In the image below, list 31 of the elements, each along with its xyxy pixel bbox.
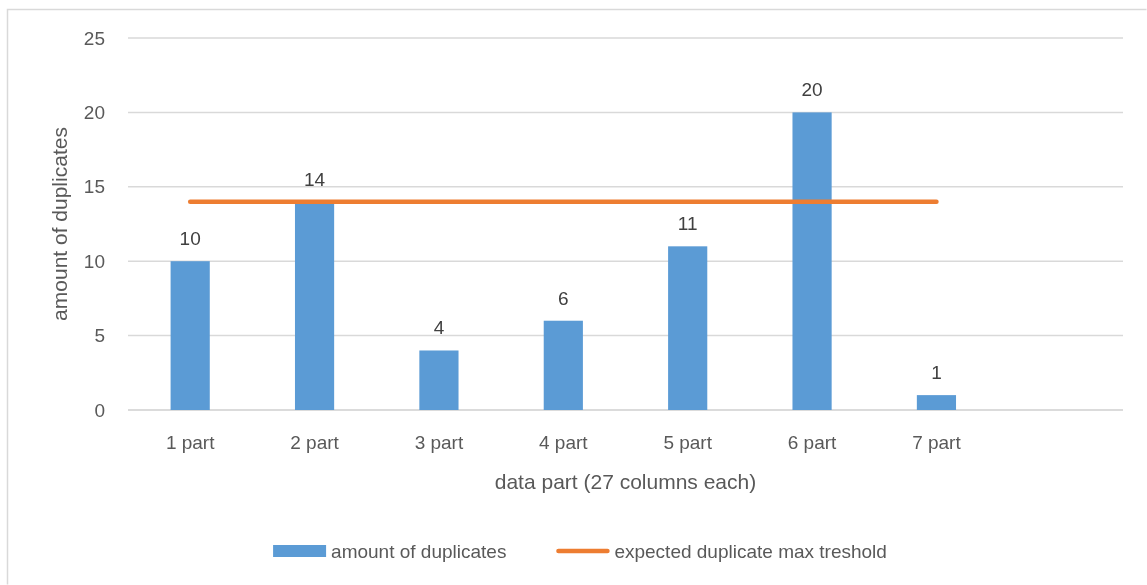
data-label: 14 [303, 168, 326, 190]
x-tick-label: 6 part [787, 431, 838, 453]
bar [170, 261, 210, 410]
data-label: 10 [179, 228, 201, 250]
x-axis-title: data part (27 columns each) [494, 470, 757, 494]
bar [294, 201, 335, 410]
data-label: 20 [801, 79, 823, 101]
x-tick-label: 3 part [414, 431, 464, 453]
data-label: 6 [558, 287, 569, 309]
data-label: 4 [433, 317, 445, 339]
legend-label: expected duplicate max treshold [614, 540, 887, 562]
x-tick-label: 5 part [663, 431, 713, 453]
y-tick-label: 10 [83, 250, 105, 272]
data-label: 1 [931, 362, 942, 384]
x-tick-label: 2 part [290, 431, 340, 453]
y-axis-title: amount of duplicates [48, 127, 72, 321]
y-tick-label: 0 [94, 399, 105, 421]
x-tick-label: 4 part [539, 431, 589, 453]
legend-label: amount of duplicates [331, 540, 507, 562]
data-label: 11 [677, 213, 698, 235]
x-tick-label: 7 part [912, 431, 962, 453]
y-tick-label: 20 [83, 102, 105, 124]
bar [916, 395, 957, 410]
y-tick-label: 15 [83, 176, 105, 198]
x-tick-label: 1 part [165, 431, 216, 453]
bar [419, 350, 459, 410]
bar [543, 320, 583, 410]
y-tick-label: 5 [94, 325, 105, 347]
bar [668, 246, 708, 410]
bar [792, 112, 832, 410]
y-tick-label: 25 [83, 27, 105, 49]
